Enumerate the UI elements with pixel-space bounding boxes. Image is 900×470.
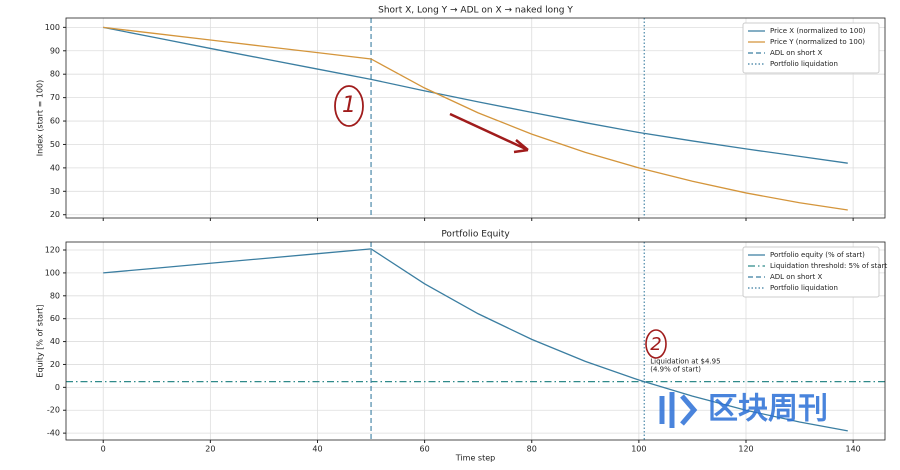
x-tick-label: 80 [527, 445, 537, 454]
y-axis-label: Index (start = 100) [36, 80, 45, 157]
y-tick-label: 30 [50, 187, 60, 196]
y-tick-label: 60 [50, 314, 60, 323]
chart-title: Short X, Long Y → ADL on X → naked long … [378, 6, 573, 16]
x-axis-label: Time step [455, 454, 495, 463]
hand-number: 1 [342, 93, 356, 118]
y-tick-label: 20 [50, 210, 60, 219]
x-tick-label: 0 [101, 445, 106, 454]
legend-box [742, 246, 880, 298]
x-tick-label: 140 [845, 445, 860, 454]
x-tick-label: 40 [312, 445, 322, 454]
y-tick-label: 90 [50, 46, 60, 55]
y-tick-label: -40 [47, 429, 60, 438]
chart-title: Portfolio Equity [441, 230, 510, 240]
y-tick-label: 80 [50, 70, 60, 79]
y-tick-label: 60 [50, 117, 60, 126]
series-line [103, 248, 848, 432]
legend-label: Portfolio liquidation [770, 284, 838, 292]
legend-label: ADL on short X [770, 273, 822, 281]
hand-arrow [449, 112, 529, 154]
legend-label: Portfolio equity (% of start) [770, 251, 865, 259]
y-tick-label: 100 [45, 268, 60, 277]
legend-label: Price X (normalized to 100) [770, 27, 866, 35]
y-tick-label: 100 [45, 23, 60, 32]
y-axis-label: Equity [% of start] [36, 304, 45, 377]
y-tick-label: 40 [50, 337, 60, 346]
y-tick-label: -20 [47, 406, 60, 415]
y-tick-label: 50 [50, 140, 60, 149]
series-line [103, 26, 848, 211]
x-tick-label: 20 [205, 445, 215, 454]
legend-label: Price Y (normalized to 100) [770, 38, 865, 46]
annotation: (4.9% of start) [650, 366, 701, 374]
legend-label: Portfolio liquidation [770, 60, 838, 68]
y-tick-label: 80 [50, 291, 60, 300]
hand-circle [645, 329, 667, 359]
legend-label: Liquidation threshold: 5% of start [770, 262, 887, 270]
y-tick-label: 0 [55, 383, 60, 392]
y-tick-label: 20 [50, 360, 60, 369]
x-tick-label: 120 [738, 445, 753, 454]
hand-number: 2 [650, 334, 661, 355]
annotation: Liquidation at $4.95 [650, 358, 720, 366]
plot-frame [65, 241, 886, 441]
legend-box [742, 22, 880, 74]
hand-circle [334, 85, 364, 127]
watermark-logo [659, 392, 698, 428]
legend-label: ADL on short X [770, 49, 822, 57]
plots: Short X, Long Y → ADL on X → naked long … [36, 6, 888, 463]
plot-frame [65, 17, 886, 219]
series-line [103, 26, 848, 164]
y-tick-label: 40 [50, 163, 60, 172]
x-tick-label: 60 [420, 445, 430, 454]
y-tick-label: 120 [45, 246, 60, 255]
y-tick-label: 70 [50, 93, 60, 102]
watermark: 区块周刊 [708, 392, 828, 427]
x-tick-label: 100 [631, 445, 646, 454]
